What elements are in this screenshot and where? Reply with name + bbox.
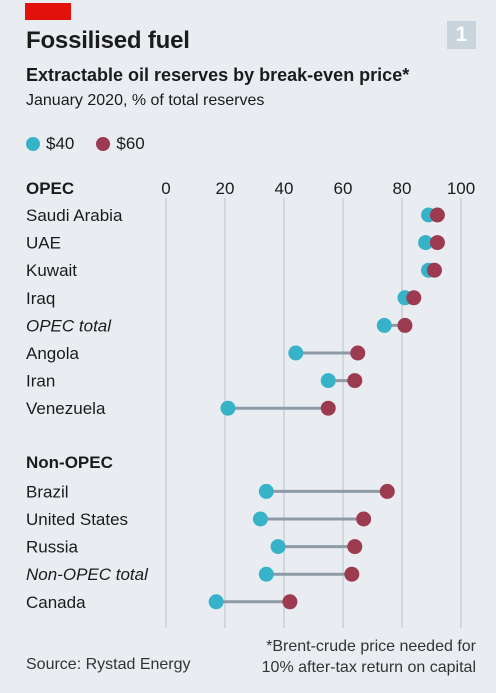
row-label-united-states: United States [26,510,128,529]
footnote: *Brent-crude price needed for 10% after-… [262,636,476,678]
point-60-uae [429,235,445,251]
point-40-russia [270,539,286,555]
point-60-angola [350,345,366,361]
legend-label-40: $40 [46,134,75,153]
row-label-russia: Russia [26,538,79,557]
point-40-brazil [258,483,274,499]
point-60-venezuela [320,400,336,416]
legend-swatch-60 [96,137,111,151]
row-label-non-opec-total: Non-OPEC total [26,565,149,584]
legend-label-60: $60 [116,134,145,153]
row-label-iraq: Iraq [26,289,55,308]
row-label-kuwait: Kuwait [26,261,77,280]
point-40-angola [288,345,304,361]
x-tick-label-80: 80 [393,179,412,198]
chart-number-badge: 1 [447,21,476,49]
chart-title: Fossilised fuel [26,27,190,54]
point-60-iran [347,373,363,389]
legend: $40 $60 [26,134,167,154]
footnote-line-1: *Brent-crude price needed for [266,638,476,655]
row-label-venezuela: Venezuela [26,399,106,418]
source-note: Source: Rystad Energy [26,656,191,673]
x-tick-label-20: 20 [216,179,235,198]
row-label-opec-total: OPEC total [26,316,112,335]
chart-card [6,4,490,689]
legend-item-40: $40 [26,134,74,154]
row-label-brazil: Brazil [26,482,69,501]
legend-item-60: $60 [96,134,145,154]
point-40-united-states [252,511,268,527]
row-label-canada: Canada [26,593,86,612]
row-label-uae: UAE [26,234,61,253]
point-60-russia [347,539,363,555]
chart-unit-note: January 2020, % of total reserves [26,92,265,109]
x-tick-label-100: 100 [447,179,475,198]
x-tick-label-60: 60 [334,179,353,198]
row-label-iran: Iran [26,372,55,391]
chart-subtitle: Extractable oil reserves by break-even p… [26,65,410,85]
point-60-opec-total [397,317,413,333]
x-tick-label-0: 0 [161,179,170,198]
point-60-non-opec-total [344,566,360,582]
point-60-united-states [356,511,372,527]
row-label-saudi-arabia: Saudi Arabia [26,206,123,225]
point-60-saudi-arabia [429,207,445,223]
point-60-kuwait [426,262,442,278]
footnote-line-2: 10% after-tax return on capital [261,659,476,676]
point-40-opec-total [376,317,392,333]
point-40-canada [208,594,224,610]
point-40-uae [418,235,434,251]
x-tick-label-40: 40 [275,179,294,198]
point-60-brazil [379,483,395,499]
point-40-venezuela [220,400,236,416]
row-label-angola: Angola [26,344,79,363]
legend-swatch-40 [26,137,40,151]
group-label-non-opec: Non-OPEC [26,453,113,472]
group-label-opec: OPEC [26,179,74,198]
brand-tag [25,3,71,20]
point-40-non-opec-total [258,566,274,582]
point-40-iran [320,373,336,389]
point-60-iraq [406,290,422,306]
point-60-canada [282,594,298,610]
